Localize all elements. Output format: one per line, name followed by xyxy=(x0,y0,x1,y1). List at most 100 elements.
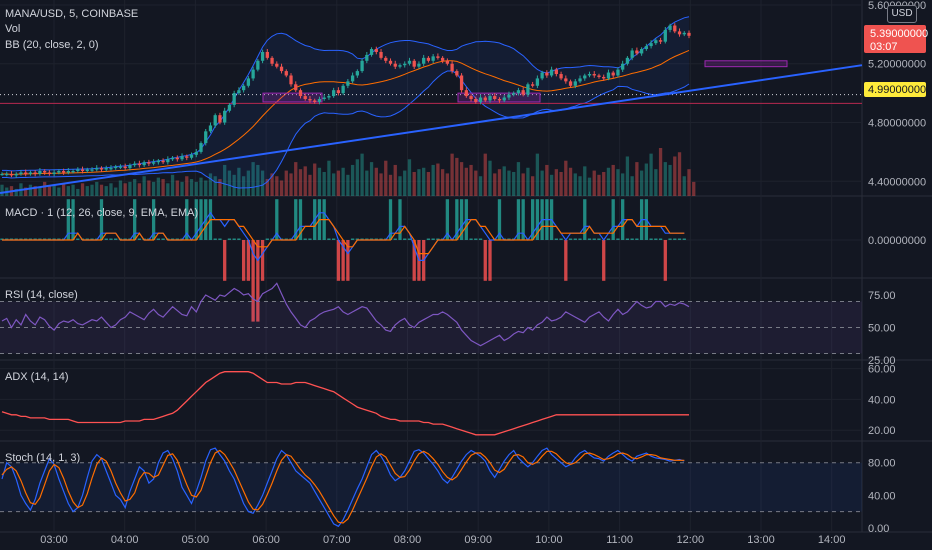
macd-histogram-bar xyxy=(602,240,606,281)
candle-body xyxy=(639,49,644,54)
candle-body xyxy=(275,63,279,67)
candle-body xyxy=(549,69,554,76)
macd-histogram-bar xyxy=(185,199,189,240)
volume-bar xyxy=(436,163,440,196)
macd-histogram-bar xyxy=(85,238,89,240)
candle-body xyxy=(90,169,94,171)
volume-bar xyxy=(431,164,435,196)
volume-bar xyxy=(317,167,322,196)
volume-bar xyxy=(450,153,454,196)
candle-body xyxy=(189,154,194,158)
volume-bar xyxy=(658,148,663,196)
macd-histogram-bar xyxy=(663,240,667,281)
bb-legend: BB (20, close, 2, 0) xyxy=(5,39,99,51)
volume-bar xyxy=(521,173,525,196)
volume-bar xyxy=(61,183,66,196)
stoch-pane[interactable] xyxy=(0,447,862,528)
macd-histogram-bar xyxy=(407,238,412,240)
candle-body xyxy=(180,156,184,160)
candle-body xyxy=(104,168,108,170)
macd-histogram-bar xyxy=(237,238,241,240)
macd-histogram-bar xyxy=(412,240,416,281)
rsi-pane[interactable] xyxy=(0,282,862,354)
volume-bar xyxy=(147,180,151,196)
candle-body xyxy=(668,25,672,30)
volume-bar xyxy=(99,184,104,196)
volume-bar xyxy=(459,162,464,196)
time-axis[interactable]: 03:00 04:00 05:00 06:00 07:00 08:00 09:00 10:00… xyxy=(40,534,845,546)
candle-body xyxy=(208,125,213,132)
candle-body xyxy=(336,90,341,94)
candle-body xyxy=(147,162,151,164)
currency-button[interactable]: USD xyxy=(887,5,917,23)
macd-histogram-bar xyxy=(474,238,478,240)
time-tick-label: 08:00 xyxy=(394,534,422,546)
candle-body xyxy=(95,168,99,170)
volume-bar xyxy=(654,169,658,196)
macd-histogram-bar xyxy=(436,238,440,240)
candle-body xyxy=(516,90,521,94)
adx-pane[interactable] xyxy=(1,371,689,436)
candle-body xyxy=(545,72,549,76)
macd-histogram-bar xyxy=(90,238,94,240)
macd-histogram-bar xyxy=(426,238,431,240)
time-tick-label: 04:00 xyxy=(111,534,139,546)
candle-body xyxy=(578,78,582,82)
volume-bar xyxy=(327,160,331,196)
candle-body xyxy=(384,57,388,61)
candle-body xyxy=(19,172,23,174)
volume-bar xyxy=(374,167,378,196)
volume-bar xyxy=(71,184,75,196)
volume-bar xyxy=(180,181,184,196)
price-pane[interactable] xyxy=(0,16,863,196)
volume-bar xyxy=(602,172,606,196)
volume-bar xyxy=(241,176,246,196)
volume-bar xyxy=(279,180,284,196)
volume-bar xyxy=(682,176,686,196)
volume-bar xyxy=(85,186,89,196)
candle-body xyxy=(28,172,33,174)
macd-histogram-bar xyxy=(606,238,611,240)
candle-body xyxy=(355,71,359,76)
candle-body xyxy=(592,74,596,76)
ref-price-value: 4.99000000 xyxy=(868,84,926,96)
candle-body xyxy=(76,169,80,172)
macd-histogram-bar xyxy=(635,238,639,240)
candle-body xyxy=(279,66,284,72)
volume-bar xyxy=(440,169,445,196)
candle-body xyxy=(573,81,577,86)
macd-histogram-bar xyxy=(213,238,217,240)
macd-histogram-bar xyxy=(488,240,492,281)
macd-histogram-bar xyxy=(616,238,620,240)
candle-body xyxy=(379,51,383,58)
macd-histogram-bar xyxy=(578,238,582,240)
price-axis[interactable]: 5.600000005.200000004.800000004.40000000… xyxy=(868,0,926,535)
volume-bar xyxy=(483,153,487,196)
macd-histogram-bar xyxy=(611,199,615,240)
macd-histogram-bar xyxy=(284,238,288,240)
candle-body xyxy=(417,63,421,67)
macd-histogram-bar xyxy=(597,238,601,240)
candle-body xyxy=(440,57,445,61)
macd-histogram-bar xyxy=(535,199,540,240)
current-price-tag xyxy=(864,25,926,53)
macd-histogram-bar xyxy=(47,238,52,240)
volume-bar xyxy=(379,173,383,196)
volume-bar xyxy=(151,181,156,196)
volume-bar xyxy=(38,187,42,196)
candle-body xyxy=(166,159,170,163)
candle-body xyxy=(57,171,61,173)
time-tick-label: 12:00 xyxy=(677,534,705,546)
current-price-value: 5.39000000 xyxy=(870,28,928,40)
volume-bar xyxy=(583,166,587,196)
candle-body xyxy=(450,63,454,72)
candle-body xyxy=(365,54,369,61)
time-tick-label: 03:00 xyxy=(40,534,68,546)
candle-body xyxy=(156,160,160,163)
candle-body xyxy=(587,74,592,76)
macd-pane[interactable] xyxy=(0,199,686,322)
candle-body xyxy=(303,96,307,99)
candle-body xyxy=(483,97,487,101)
candle-body xyxy=(478,97,483,102)
